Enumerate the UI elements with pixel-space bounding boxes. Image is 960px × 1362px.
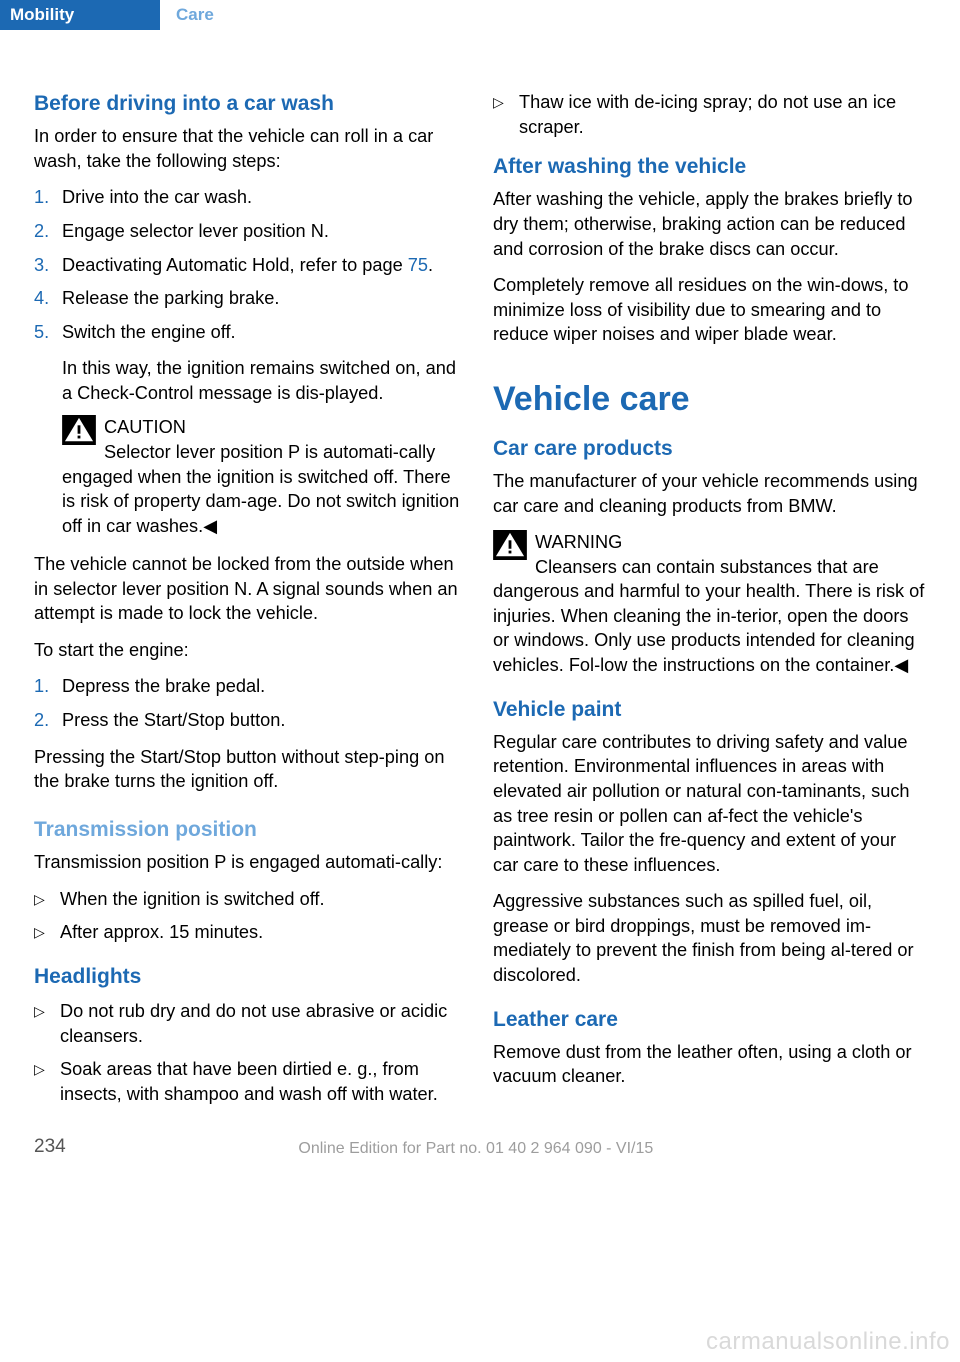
page-number: 234	[34, 1136, 66, 1158]
warning-callout: WARNING Cleansers can contain substances…	[493, 530, 926, 677]
list-text: Deactivating Automatic Hold, refer to pa…	[62, 253, 467, 278]
triangle-bullet-icon: ▷	[34, 1057, 60, 1106]
bullets-transmission: ▷When the ignition is switched off. ▷Aft…	[34, 887, 467, 945]
triangle-bullet-icon: ▷	[34, 920, 60, 945]
para-paint2: Aggressive substances such as spilled fu…	[493, 889, 926, 987]
list-text: Drive into the car wash.	[62, 185, 467, 210]
heading-vehicle-care: Vehicle care	[493, 377, 926, 423]
list-text: Do not rub dry and do not use abrasive o…	[60, 999, 467, 1048]
warning-icon	[493, 530, 527, 560]
para-transmission: Transmission position P is engaged autom…	[34, 850, 467, 875]
heading-headlights: Headlights	[34, 963, 467, 991]
steps-start-engine: 1.Depress the brake pedal. 2.Press the S…	[34, 674, 467, 732]
triangle-bullet-icon: ▷	[34, 999, 60, 1048]
para-after1: After washing the vehicle, apply the bra…	[493, 187, 926, 261]
warning-title: WARNING	[493, 530, 926, 555]
list-item: ▷Thaw ice with de-icing spray; do not us…	[493, 90, 926, 139]
heading-car-care-products: Car care products	[493, 435, 926, 463]
list-text: When the ignition is switched off.	[60, 887, 467, 912]
page-reference-link[interactable]: 75	[408, 255, 428, 275]
footer: 234 Online Edition for Part no. 01 40 2 …	[0, 1118, 960, 1166]
list-text: Engage selector lever position N.	[62, 219, 467, 244]
header-band: Mobility Care	[0, 0, 960, 30]
para-leather: Remove dust from the leather often, usin…	[493, 1040, 926, 1089]
list-item: ▷After approx. 15 minutes.	[34, 920, 467, 945]
heading-vehicle-paint: Vehicle paint	[493, 696, 926, 724]
list-item: 1.Drive into the car wash.	[34, 185, 467, 210]
heading-leather-care: Leather care	[493, 1006, 926, 1034]
footer-edition-line: Online Edition for Part no. 01 40 2 964 …	[298, 1140, 653, 1158]
triangle-bullet-icon: ▷	[493, 90, 519, 139]
header-chapter: Care	[176, 5, 214, 25]
list-item: ▷When the ignition is switched off.	[34, 887, 467, 912]
list-number: 2.	[34, 708, 62, 733]
header-section-block: Mobility	[0, 0, 160, 30]
para-after2: Completely remove all residues on the wi…	[493, 273, 926, 347]
heading-transmission: Transmission position	[34, 816, 467, 844]
para-locked: The vehicle cannot be locked from the ou…	[34, 552, 467, 626]
list-number: 3.	[34, 253, 62, 278]
list-item: ▷Do not rub dry and do not use abrasive …	[34, 999, 467, 1048]
list-text: Press the Start/Stop button.	[62, 708, 467, 733]
para-products: The manufacturer of your vehicle recomme…	[493, 469, 926, 518]
warning-body: Cleansers can contain substances that ar…	[493, 557, 924, 675]
list-number: 4.	[34, 286, 62, 311]
para-paint1: Regular care contributes to driving safe…	[493, 730, 926, 877]
para-before-carwash: In order to ensure that the vehicle can …	[34, 124, 467, 173]
list-number: 5.	[34, 320, 62, 345]
content-columns: Before driving into a car wash In order …	[0, 30, 960, 1118]
list-text: Switch the engine off.	[62, 320, 467, 345]
triangle-bullet-icon: ▷	[34, 887, 60, 912]
heading-before-carwash: Before driving into a car wash	[34, 90, 467, 118]
steps-carwash: 1.Drive into the car wash. 2.Engage sele…	[34, 185, 467, 344]
para-ignition-note: In this way, the ignition remains switch…	[62, 356, 467, 405]
list-item: 5.Switch the engine off.	[34, 320, 467, 345]
list-text: Depress the brake pedal.	[62, 674, 467, 699]
list-item: 2.Press the Start/Stop button.	[34, 708, 467, 733]
list-item: ▷Soak areas that have been dirtied e. g.…	[34, 1057, 467, 1106]
left-column: Before driving into a car wash In order …	[34, 90, 467, 1118]
list-number: 2.	[34, 219, 62, 244]
list-item: 3.Deactivating Automatic Hold, refer to …	[34, 253, 467, 278]
page: Mobility Care Before driving into a car …	[0, 0, 960, 1362]
list-text: After approx. 15 minutes.	[60, 920, 467, 945]
header-chapter-block: Care	[160, 0, 960, 30]
bullets-thaw: ▷Thaw ice with de-icing spray; do not us…	[493, 90, 926, 139]
list-text: Release the parking brake.	[62, 286, 467, 311]
list-number: 1.	[34, 674, 62, 699]
caution-body: Selector lever position P is automati‐ca…	[62, 442, 459, 536]
list-item: 2.Engage selector lever position N.	[34, 219, 467, 244]
right-column: ▷Thaw ice with de-icing spray; do not us…	[493, 90, 926, 1118]
list-number: 1.	[34, 185, 62, 210]
caution-title: CAUTION	[62, 415, 467, 440]
caution-callout: CAUTION Selector lever position P is aut…	[62, 415, 467, 538]
heading-after-washing: After washing the vehicle	[493, 153, 926, 181]
header-section: Mobility	[10, 5, 74, 25]
caution-icon	[62, 415, 96, 445]
list-text: Thaw ice with de-icing spray; do not use…	[519, 90, 926, 139]
list-item: 4.Release the parking brake.	[34, 286, 467, 311]
bullets-headlights: ▷Do not rub dry and do not use abrasive …	[34, 999, 467, 1106]
list-text-part: Deactivating Automatic Hold, refer to pa…	[62, 255, 408, 275]
para-pressing: Pressing the Start/Stop button without s…	[34, 745, 467, 794]
para-start-engine: To start the engine:	[34, 638, 467, 663]
list-item: 1.Depress the brake pedal.	[34, 674, 467, 699]
list-text: Soak areas that have been dirtied e. g.,…	[60, 1057, 467, 1106]
watermark: carmanualsonline.info	[706, 1328, 950, 1356]
